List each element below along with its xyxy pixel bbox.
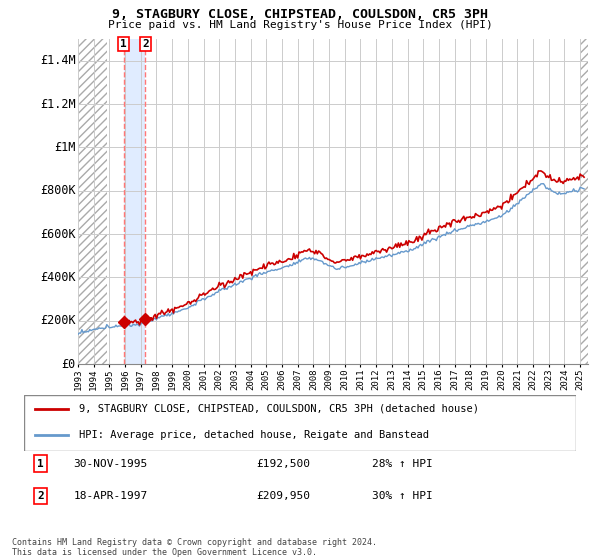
Text: 9, STAGBURY CLOSE, CHIPSTEAD, COULSDON, CR5 3PH: 9, STAGBURY CLOSE, CHIPSTEAD, COULSDON, … — [112, 8, 488, 21]
Text: £200K: £200K — [40, 314, 76, 327]
Bar — [124, 39, 145, 364]
Bar — [580, 39, 588, 364]
Text: £1.2M: £1.2M — [40, 97, 76, 111]
Text: £1M: £1M — [54, 141, 76, 154]
Text: 9, STAGBURY CLOSE, CHIPSTEAD, COULSDON, CR5 3PH (detached house): 9, STAGBURY CLOSE, CHIPSTEAD, COULSDON, … — [79, 404, 479, 414]
Text: 2: 2 — [142, 39, 149, 49]
Text: £600K: £600K — [40, 227, 76, 241]
Text: £1.4M: £1.4M — [40, 54, 76, 67]
Text: Price paid vs. HM Land Registry's House Price Index (HPI): Price paid vs. HM Land Registry's House … — [107, 20, 493, 30]
Text: 1: 1 — [37, 459, 44, 469]
Text: 28% ↑ HPI: 28% ↑ HPI — [372, 459, 433, 469]
Text: 18-APR-1997: 18-APR-1997 — [74, 491, 148, 501]
Text: £800K: £800K — [40, 184, 76, 197]
Text: £192,500: £192,500 — [256, 459, 310, 469]
Bar — [78, 39, 107, 364]
Text: £0: £0 — [61, 357, 76, 371]
FancyBboxPatch shape — [24, 395, 576, 451]
Text: £400K: £400K — [40, 271, 76, 284]
Text: 1: 1 — [121, 39, 127, 49]
Text: 2: 2 — [37, 491, 44, 501]
Text: HPI: Average price, detached house, Reigate and Banstead: HPI: Average price, detached house, Reig… — [79, 430, 429, 440]
Text: Contains HM Land Registry data © Crown copyright and database right 2024.
This d: Contains HM Land Registry data © Crown c… — [12, 538, 377, 557]
Text: 30% ↑ HPI: 30% ↑ HPI — [372, 491, 433, 501]
Text: £209,950: £209,950 — [256, 491, 310, 501]
Text: 30-NOV-1995: 30-NOV-1995 — [74, 459, 148, 469]
